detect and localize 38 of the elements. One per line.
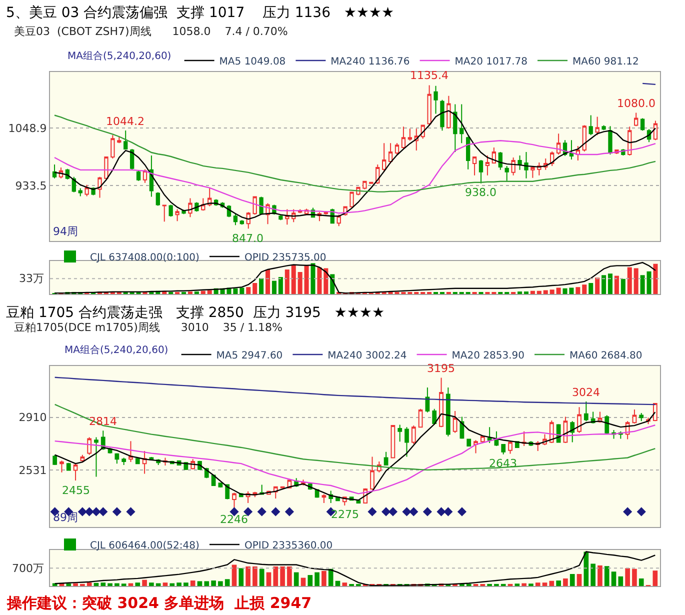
annotation: 1080.0 <box>617 97 656 110</box>
legend-label: MA60 2684.80 <box>570 350 642 362</box>
chart-title: 豆粕 1705 合约震荡走强 支撑 2850 压力 3195 ★★★★ <box>6 305 384 321</box>
legend-label: MA20 2853.90 <box>452 350 525 362</box>
legend-title: MA组合(5,240,20,60) <box>64 344 168 356</box>
y-tick-label: 2531 <box>18 464 47 477</box>
annotation: 1135.4 <box>410 69 448 82</box>
y-tick-label: 2910 <box>18 411 47 424</box>
annotation: 938.0 <box>465 186 496 199</box>
ref-line-label: 33万 <box>19 272 44 285</box>
text: 操作建议：突破 3024 多单进场 止损 2947 <box>6 594 312 612</box>
annotation: 89周 <box>53 511 78 524</box>
annotation: 2275 <box>331 508 359 521</box>
legend-label: CJL 637408.00(0:100) <box>90 252 200 264</box>
annotation: 1044.2 <box>106 115 144 128</box>
chart-subtitle: 豆粕1705(DCE m1705)周线 3010 35 / 1.18% <box>14 321 282 334</box>
annotation: 2246 <box>220 513 248 526</box>
ref-line-label: 700万 <box>12 562 44 575</box>
legend-label: MA5 1049.08 <box>219 56 286 68</box>
annotation: 847.0 <box>232 232 264 245</box>
legend-label: MA20 1017.78 <box>454 56 528 68</box>
annotation: 94周 <box>53 225 78 238</box>
annotation: 3195 <box>427 362 455 375</box>
y-tick-label: 1048.9 <box>8 122 47 136</box>
annotation: 2455 <box>62 484 90 497</box>
y-tick-label: 933.5 <box>15 179 47 192</box>
annotation: 3024 <box>572 386 600 399</box>
annotation: 2643 <box>489 457 517 470</box>
legend-label: CJL 606464.00(52:48) <box>90 540 200 552</box>
legend-title: MA组合(5,240,20,60) <box>68 50 172 62</box>
legend-label: MA5 2947.60 <box>216 350 283 362</box>
legend-label: MA240 1136.76 <box>330 56 410 68</box>
legend-label: MA240 3002.24 <box>328 350 407 362</box>
legend-label: OPID 235735.00 <box>244 252 326 264</box>
legend-label: OPID 2335360.00 <box>244 540 333 552</box>
chart-subtitle: 美豆03 (CBOT ZSH7)周线 1058.0 7.4 / 0.70% <box>14 25 288 38</box>
chart-title: 5、美豆 03 合约震荡偏强 支撑 1017 压力 1136 ★★★★ <box>6 5 394 21</box>
legend-label: MA60 981.12 <box>572 56 639 68</box>
